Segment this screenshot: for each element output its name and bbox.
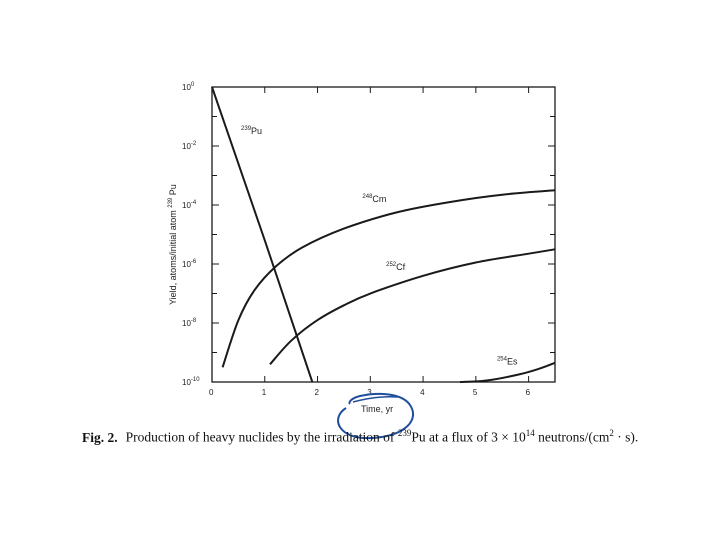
caption-flux-exp: 14 bbox=[525, 428, 535, 438]
figure-caption: Fig. 2. Production of heavy nuclides by t… bbox=[82, 425, 642, 446]
y-tick-label-exp: -4 bbox=[191, 200, 197, 206]
x-tick-label: 2 bbox=[315, 388, 320, 397]
curve-label-base: Cf bbox=[396, 262, 405, 272]
curve-label-base: Pu bbox=[251, 126, 262, 136]
y-tick-label-base: 10 bbox=[182, 201, 191, 210]
series-line-es bbox=[459, 361, 556, 383]
curve-label-base: Cm bbox=[372, 194, 386, 204]
x-tick-label: 3 bbox=[367, 388, 372, 397]
y-tick-label: 10-4 bbox=[182, 200, 197, 210]
caption-nuclide: Pu bbox=[411, 429, 426, 445]
y-axis-title-base: Pu bbox=[168, 184, 178, 195]
series-line-pu bbox=[211, 86, 314, 383]
y-axis-title-text: Yield, atoms/initial atom bbox=[168, 210, 178, 305]
curve-label-es: 254Es bbox=[497, 356, 518, 366]
caption-text-4: · s). bbox=[613, 429, 639, 445]
caption-nuclide-sup: 239 bbox=[397, 428, 412, 438]
curve-label-pu: 239Pu bbox=[241, 126, 262, 136]
y-axis-title-sup: 239 bbox=[168, 197, 174, 208]
curve-label-sup: 239 bbox=[241, 126, 252, 132]
x-tick-label: 6 bbox=[526, 388, 531, 397]
y-tick-label: 10-8 bbox=[182, 318, 197, 328]
x-axis-title: Time, yr bbox=[361, 404, 393, 414]
x-tick-label: 1 bbox=[262, 388, 267, 397]
caption-text-2: at a flux of 3 × 10 bbox=[425, 429, 526, 445]
y-tick-label: 100 bbox=[182, 82, 195, 92]
caption-text-1: Production of heavy nuclides by the irra… bbox=[125, 429, 398, 445]
y-tick-label-exp: -6 bbox=[191, 259, 197, 265]
annotation-underline bbox=[352, 396, 399, 403]
y-tick-label-base: 10 bbox=[182, 260, 191, 269]
y-tick-label-base: 10 bbox=[182, 83, 191, 92]
y-tick-label-base: 10 bbox=[182, 319, 191, 328]
curve-label-cf: 252Cf bbox=[386, 262, 406, 272]
y-tick-label-exp: -10 bbox=[191, 377, 200, 383]
caption-area-exp: 2 bbox=[609, 428, 614, 438]
x-tick-label: 4 bbox=[420, 388, 425, 397]
curve-label-sup: 252 bbox=[386, 262, 397, 268]
y-tick-label-base: 10 bbox=[182, 378, 191, 387]
y-tick-label: 10-6 bbox=[182, 259, 197, 269]
curve-label-cm: 248Cm bbox=[362, 194, 386, 204]
caption-text-3: neutrons/(cm bbox=[534, 429, 610, 445]
y-tick-label-exp: -2 bbox=[191, 141, 197, 147]
y-axis-title: Yield, atoms/initial atom 239 Pu bbox=[164, 184, 178, 305]
y-tick-label-base: 10 bbox=[182, 142, 191, 151]
curve-label-base: Es bbox=[507, 356, 518, 366]
annotation-circle bbox=[337, 392, 415, 440]
curve-label-sup: 254 bbox=[497, 356, 508, 362]
y-tick-label-exp: -8 bbox=[191, 318, 197, 324]
curve-label-sup: 248 bbox=[362, 194, 373, 200]
y-tick-label: 10-2 bbox=[182, 141, 197, 151]
y-tick-label-exp: 0 bbox=[191, 82, 195, 88]
x-tick-label: 0 bbox=[209, 388, 214, 397]
series-line-cf bbox=[269, 248, 556, 365]
labels-layer: 239Pu 248Cm 252Cf 254Es bbox=[241, 126, 518, 366]
series-layer bbox=[211, 86, 556, 383]
y-tick-label: 10-10 bbox=[182, 377, 200, 387]
x-tick-label: 5 bbox=[473, 388, 478, 397]
caption-figure-number: Fig. 2. bbox=[82, 429, 118, 445]
series-line-cm bbox=[221, 189, 556, 368]
